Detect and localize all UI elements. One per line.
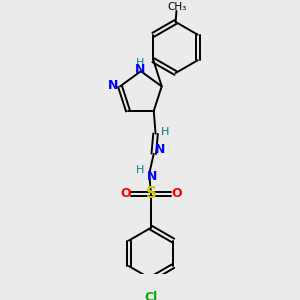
Text: O: O: [120, 188, 131, 200]
Text: S: S: [146, 187, 157, 202]
Text: H: H: [136, 58, 144, 68]
Text: N: N: [147, 170, 157, 183]
Text: H: H: [160, 127, 169, 137]
Text: N: N: [155, 143, 165, 156]
Text: Cl: Cl: [144, 291, 158, 300]
Text: CH₃: CH₃: [168, 2, 187, 12]
Text: N: N: [107, 79, 118, 92]
Text: O: O: [171, 188, 182, 200]
Text: N: N: [135, 63, 145, 76]
Text: H: H: [136, 165, 144, 175]
